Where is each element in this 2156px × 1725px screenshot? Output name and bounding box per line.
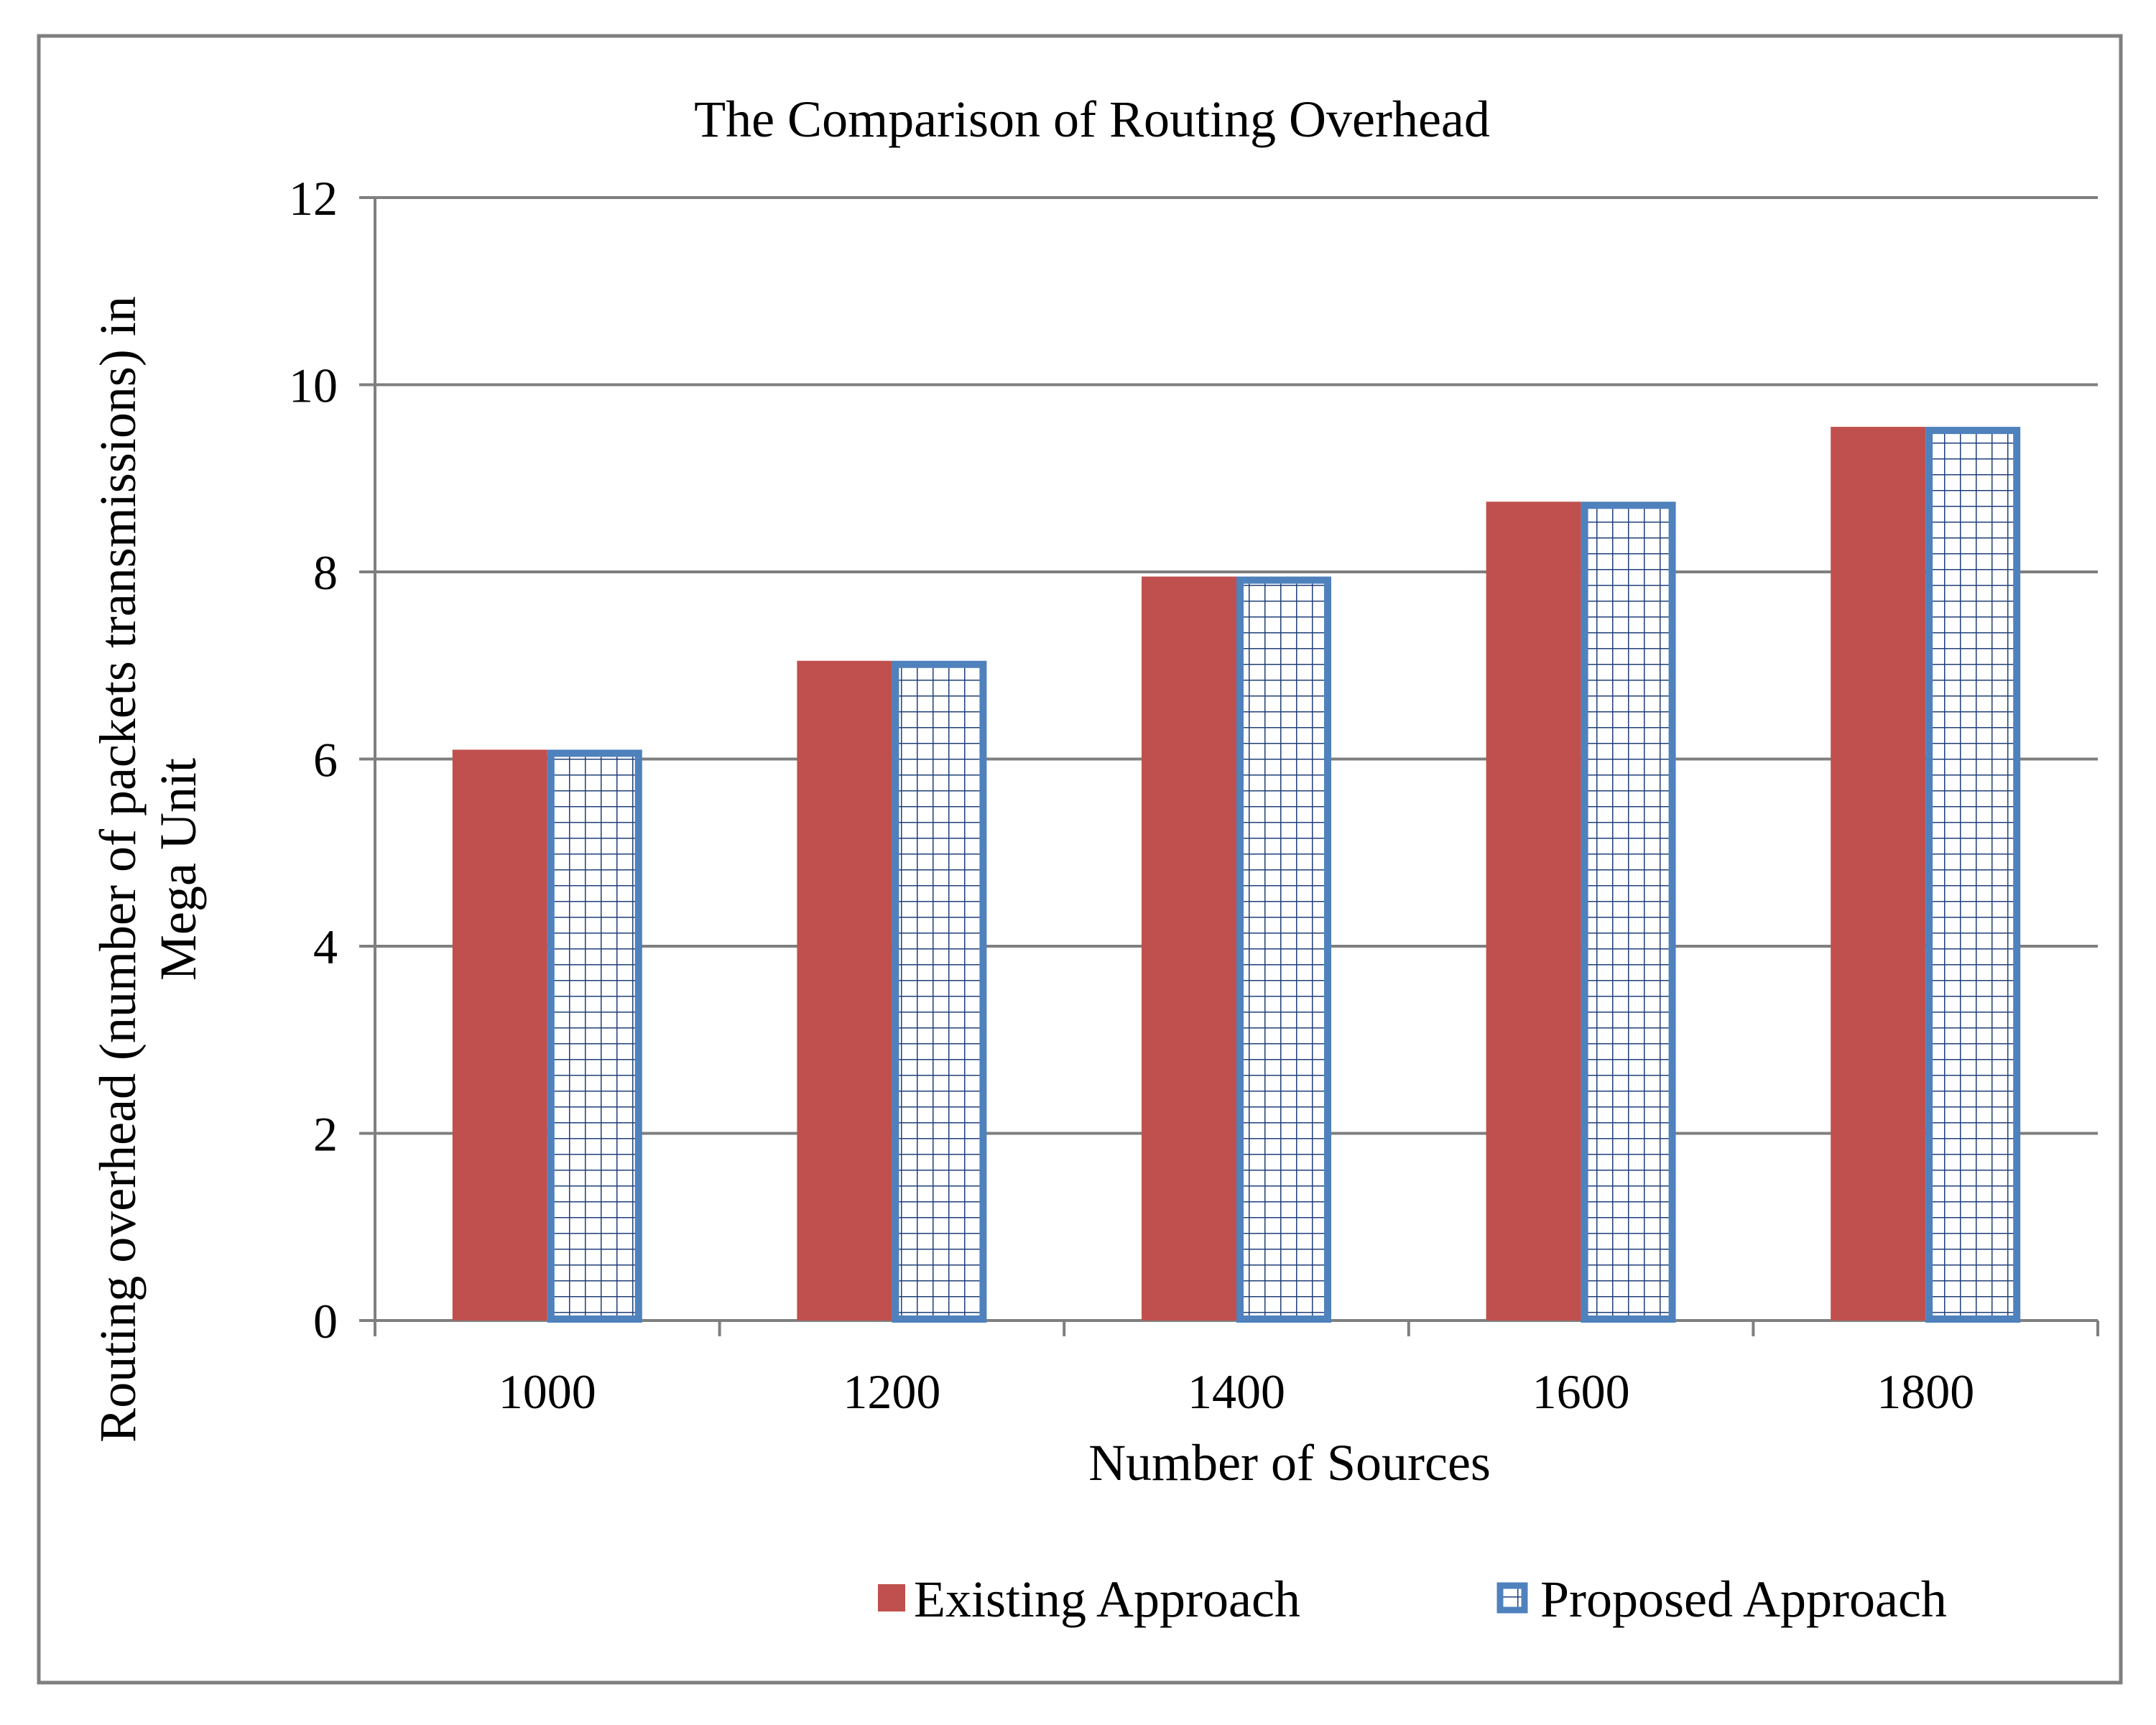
x-tick-label: 1400 — [1188, 1364, 1285, 1419]
y-axis-label-line2: Mega Unit — [149, 758, 207, 981]
bar-existing-1600 — [1486, 501, 1581, 1321]
y-tick-label: 8 — [313, 545, 338, 600]
bar-existing-1400 — [1142, 576, 1236, 1321]
y-tick-label: 10 — [289, 359, 338, 413]
bar-proposed-1200 — [892, 660, 987, 1323]
legend-label-proposed: Proposed Approach — [1540, 1571, 1947, 1628]
y-tick-label: 2 — [313, 1107, 338, 1162]
legend-label-existing: Existing Approach — [914, 1571, 1300, 1628]
bar-proposed-1800 — [1925, 427, 2021, 1323]
legend: Existing Approach Proposed Approach — [878, 1571, 1947, 1628]
bar-proposed-1400 — [1236, 576, 1331, 1323]
bar-proposed-1600 — [1581, 501, 1676, 1323]
bars — [452, 427, 2021, 1323]
chart-frame — [37, 34, 2123, 1685]
chart-title: The Comparison of Routing Overhead — [694, 91, 1490, 148]
x-tick-labels: 1000 1200 1400 1600 1800 — [499, 1364, 1974, 1419]
y-axis-label: Routing overhead (number of packets tran… — [89, 296, 147, 1443]
x-tick-label: 1000 — [499, 1364, 596, 1419]
x-tick-label: 1800 — [1877, 1364, 1974, 1419]
bar-existing-1200 — [797, 660, 892, 1321]
bar-existing-1800 — [1831, 427, 1926, 1321]
x-tick-label: 1600 — [1532, 1364, 1630, 1419]
y-tick-labels: 0 2 4 6 8 10 12 — [289, 171, 338, 1349]
y-tick-label: 12 — [289, 171, 338, 226]
y-tick-label: 0 — [313, 1294, 338, 1349]
bar-proposed-1000 — [547, 749, 642, 1323]
legend-swatch-proposed — [1496, 1582, 1528, 1614]
y-tick-label: 4 — [313, 920, 338, 974]
bar-existing-1000 — [452, 749, 547, 1321]
legend-swatch-existing — [878, 1584, 905, 1611]
y-tick-label: 6 — [313, 733, 338, 787]
x-tick-label: 1200 — [843, 1364, 940, 1419]
x-axis-label: Number of Sources — [1088, 1434, 1491, 1492]
